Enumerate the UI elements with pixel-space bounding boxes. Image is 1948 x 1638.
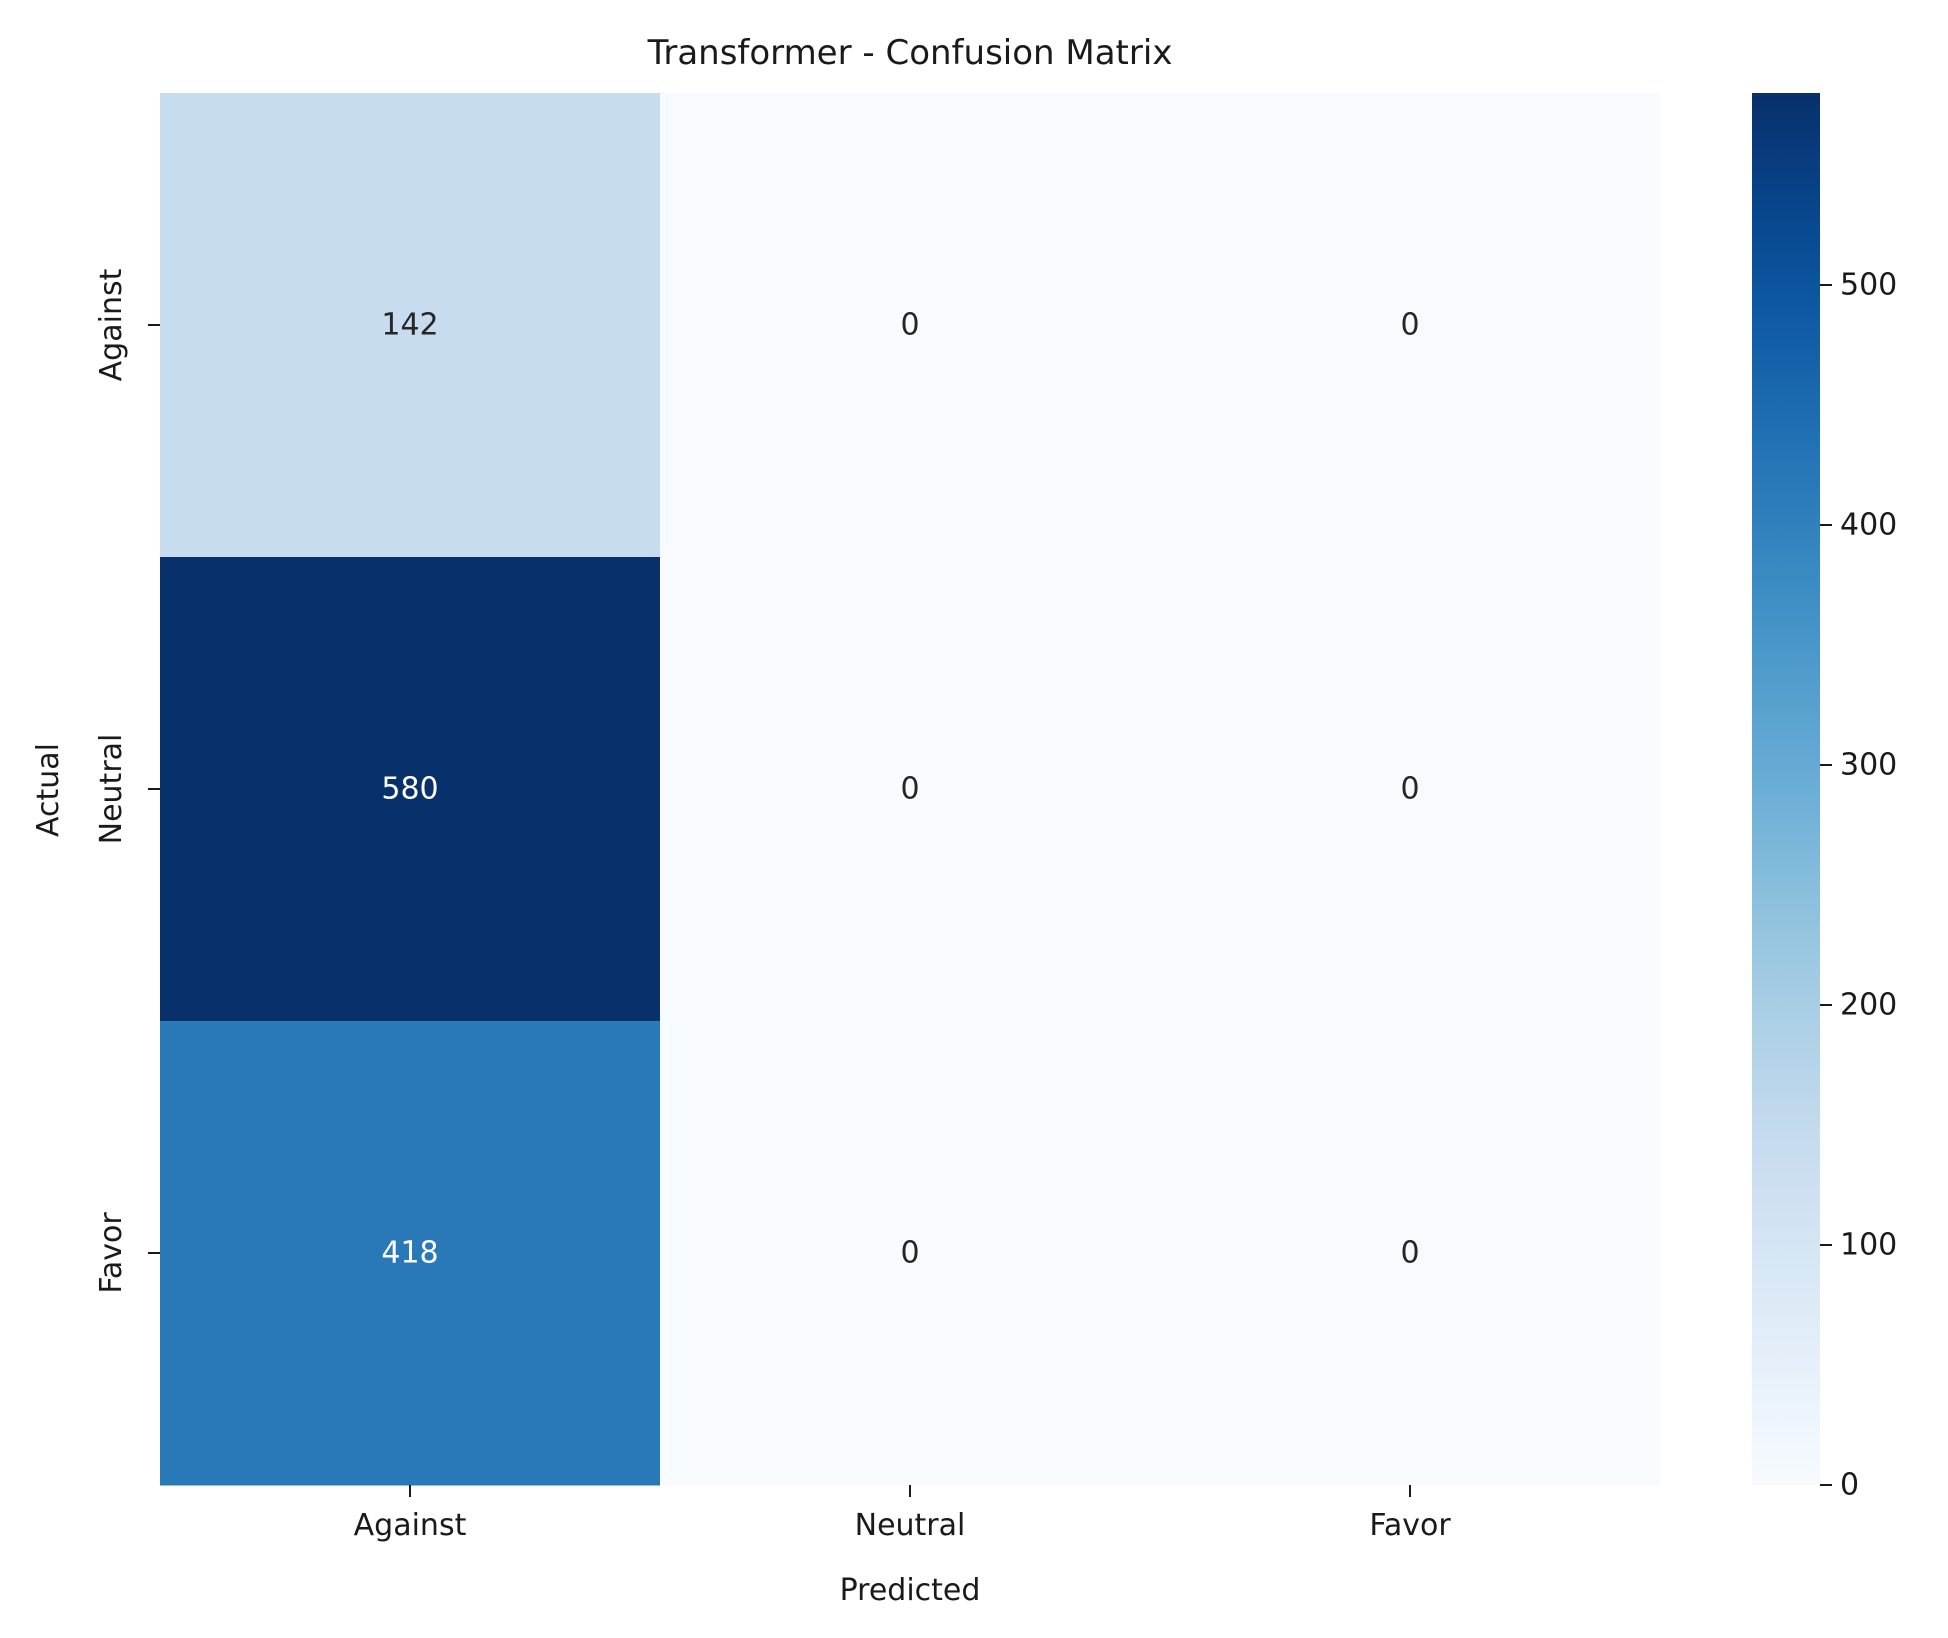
heatmap-cell [160, 557, 661, 1022]
heatmap-cell-labels: 142 0 0 580 0 0 418 0 0 [381, 308, 1419, 1271]
heatmap-cell [1160, 93, 1661, 558]
y-tick-label: Against [94, 268, 129, 381]
cell-value-label: 0 [900, 308, 919, 343]
x-tick-label: Against [354, 1508, 467, 1543]
colorbar: 0 100 200 300 400 500 [1752, 93, 1897, 1503]
heatmap-cell [660, 93, 1161, 558]
x-tick-label: Neutral [855, 1508, 966, 1543]
heatmap-cell [1160, 1021, 1661, 1486]
colorbar-tick-label: 300 [1840, 748, 1897, 783]
heatmap-cell [160, 1021, 661, 1486]
x-axis-ticks: Against Neutral Favor [354, 1485, 1451, 1543]
colorbar-tick-label: 200 [1840, 988, 1897, 1023]
x-axis-label: Predicted [840, 1573, 981, 1608]
cell-value-label: 0 [1400, 1236, 1419, 1271]
heatmap-cells [160, 93, 1661, 1486]
colorbar-gradient [1752, 93, 1820, 1485]
heatmap-cell [660, 557, 1161, 1022]
heatmap-cell [660, 1021, 1161, 1486]
heatmap-cell [1160, 557, 1661, 1022]
chart-title: Transformer - Confusion Matrix [647, 33, 1173, 73]
y-tick-label: Favor [94, 1212, 129, 1294]
colorbar-tick-label: 500 [1840, 268, 1897, 303]
y-axis-ticks: Against Neutral Favor [94, 268, 160, 1294]
cell-value-label: 0 [900, 772, 919, 807]
heatmap-cell [160, 93, 661, 558]
cell-value-label: 0 [1400, 308, 1419, 343]
x-tick-label: Favor [1369, 1508, 1451, 1543]
y-axis-label: Actual [31, 743, 66, 837]
y-tick-label: Neutral [94, 734, 129, 845]
cell-value-label: 142 [381, 308, 438, 343]
cell-value-label: 0 [900, 1236, 919, 1271]
cell-value-label: 0 [1400, 772, 1419, 807]
colorbar-tick-label: 0 [1840, 1468, 1859, 1503]
cell-value-label: 418 [381, 1236, 438, 1271]
colorbar-tick-label: 100 [1840, 1228, 1897, 1263]
colorbar-tick-label: 400 [1840, 508, 1897, 543]
cell-value-label: 580 [381, 772, 438, 807]
